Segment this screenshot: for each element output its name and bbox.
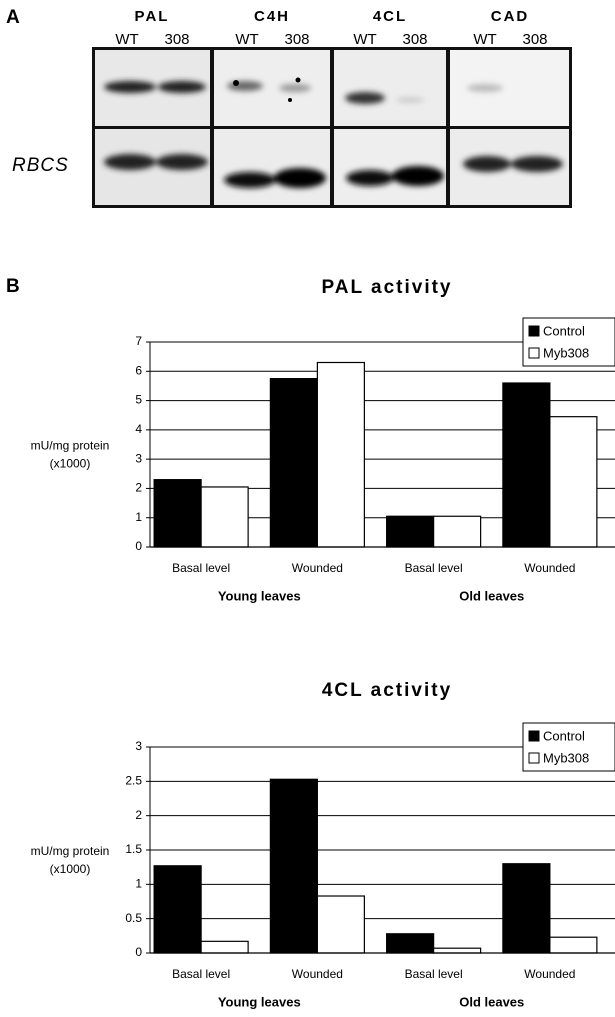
y-tick-label: 4 bbox=[135, 422, 142, 436]
legend-swatch bbox=[529, 731, 539, 741]
y-tick-label: 0 bbox=[135, 945, 142, 959]
lane-label: 308 bbox=[402, 31, 427, 48]
lane-label: WT bbox=[353, 31, 376, 48]
gene-label: PAL bbox=[135, 8, 170, 25]
legend-label: Control bbox=[543, 728, 585, 743]
bar bbox=[503, 383, 550, 547]
x-tick-label: Wounded bbox=[292, 561, 343, 575]
y-tick-label: 0 bbox=[135, 539, 142, 553]
figure-svg: A B RBCS PALWT308C4HWT3084CLWT308CADWT30… bbox=[0, 0, 615, 1017]
bar bbox=[550, 937, 597, 953]
bar bbox=[154, 480, 201, 547]
chart-title: 4CL activity bbox=[322, 680, 452, 701]
y-axis-label: (x1000) bbox=[50, 457, 91, 471]
bar bbox=[317, 896, 364, 953]
bar bbox=[503, 864, 550, 953]
gene-label: C4H bbox=[254, 8, 290, 25]
lane-label: WT bbox=[115, 31, 138, 48]
x-tick-label: Wounded bbox=[524, 561, 575, 575]
lane-label: WT bbox=[235, 31, 258, 48]
legend-label: Control bbox=[543, 323, 585, 338]
x-tick-label: Wounded bbox=[292, 967, 343, 981]
y-tick-label: 5 bbox=[135, 393, 142, 407]
panel-label: B bbox=[6, 276, 20, 297]
gene-label: 4CL bbox=[373, 8, 407, 25]
x-tick-label: Basal level bbox=[405, 967, 463, 981]
blot-spot bbox=[296, 78, 301, 83]
bar bbox=[270, 779, 317, 953]
bar bbox=[270, 379, 317, 547]
blot-spot bbox=[288, 98, 292, 102]
x-tick-label: Basal level bbox=[405, 561, 463, 575]
panel-label: A bbox=[6, 7, 20, 28]
legend-swatch bbox=[529, 753, 539, 763]
bar bbox=[550, 417, 597, 547]
group-label: Young leaves bbox=[218, 588, 301, 603]
chart-title: PAL activity bbox=[321, 277, 452, 298]
lane-label: 308 bbox=[284, 31, 309, 48]
y-tick-label: 0.5 bbox=[125, 911, 142, 925]
y-tick-label: 1 bbox=[135, 510, 142, 524]
y-tick-label: 2 bbox=[135, 481, 142, 495]
lane-label: 308 bbox=[164, 31, 189, 48]
x-tick-label: Wounded bbox=[524, 967, 575, 981]
figure: A B RBCS PALWT308C4HWT3084CLWT308CADWT30… bbox=[0, 0, 615, 1017]
y-tick-label: 2 bbox=[135, 808, 142, 822]
y-tick-label: 6 bbox=[135, 363, 142, 377]
bar bbox=[387, 516, 434, 547]
y-tick-label: 2.5 bbox=[125, 774, 142, 788]
y-tick-label: 3 bbox=[135, 739, 142, 753]
bar bbox=[154, 866, 201, 953]
gene-label: CAD bbox=[491, 8, 530, 25]
y-tick-label: 3 bbox=[135, 451, 142, 465]
x-tick-label: Basal level bbox=[172, 967, 230, 981]
bar bbox=[317, 363, 364, 548]
group-label: Old leaves bbox=[459, 588, 524, 603]
lane-label: WT bbox=[473, 31, 496, 48]
lane-label: 308 bbox=[522, 31, 547, 48]
group-label: Old leaves bbox=[459, 994, 524, 1009]
legend-swatch bbox=[529, 348, 539, 358]
control-gene-label: RBCS bbox=[12, 155, 69, 176]
bar bbox=[434, 948, 481, 953]
y-tick-label: 7 bbox=[135, 334, 142, 348]
x-tick-label: Basal level bbox=[172, 561, 230, 575]
legend-swatch bbox=[529, 326, 539, 336]
y-tick-label: 1.5 bbox=[125, 842, 142, 856]
y-tick-label: 1 bbox=[135, 877, 142, 891]
bar bbox=[201, 941, 248, 953]
y-axis-label: mU/mg protein bbox=[31, 844, 110, 858]
group-label: Young leaves bbox=[218, 994, 301, 1009]
y-axis-label: mU/mg protein bbox=[31, 439, 110, 453]
y-axis-label: (x1000) bbox=[50, 862, 91, 876]
bar bbox=[434, 516, 481, 547]
blot-spot bbox=[233, 80, 239, 86]
bar bbox=[201, 487, 248, 547]
legend-label: Myb308 bbox=[543, 750, 589, 765]
legend-label: Myb308 bbox=[543, 345, 589, 360]
bar bbox=[387, 934, 434, 953]
